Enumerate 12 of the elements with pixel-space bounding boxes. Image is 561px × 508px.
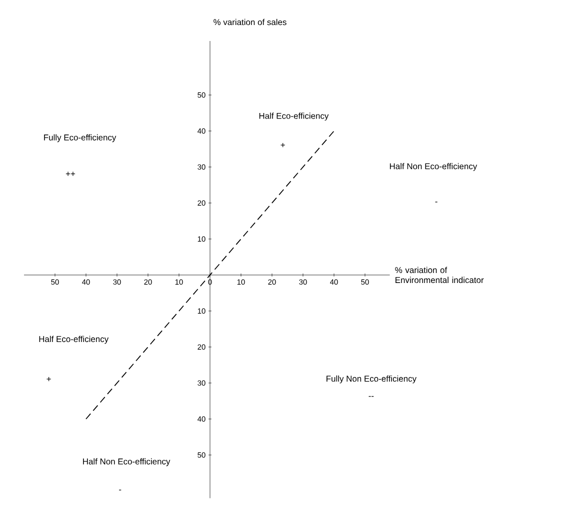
- annotation: Half Eco-efficiency: [259, 112, 329, 121]
- x-axis-title: % variation of Environmental indicator: [395, 266, 484, 284]
- y-axis-title: % variation of sales: [214, 18, 286, 26]
- text: Half Non Eco-efficiency: [390, 163, 478, 171]
- annotation: --: [368, 396, 374, 397]
- annotation: +: [46, 376, 51, 382]
- annotation: Half Eco-efficiency: [39, 336, 109, 344]
- annotation: Fully Non Eco-efficiency: [326, 375, 417, 384]
- annotation: +: [280, 142, 285, 148]
- annotation: ++: [66, 172, 76, 176]
- annotation: Fully Eco-efficiency: [44, 134, 116, 142]
- annotation: Half Non Eco-efficiency: [83, 458, 170, 466]
